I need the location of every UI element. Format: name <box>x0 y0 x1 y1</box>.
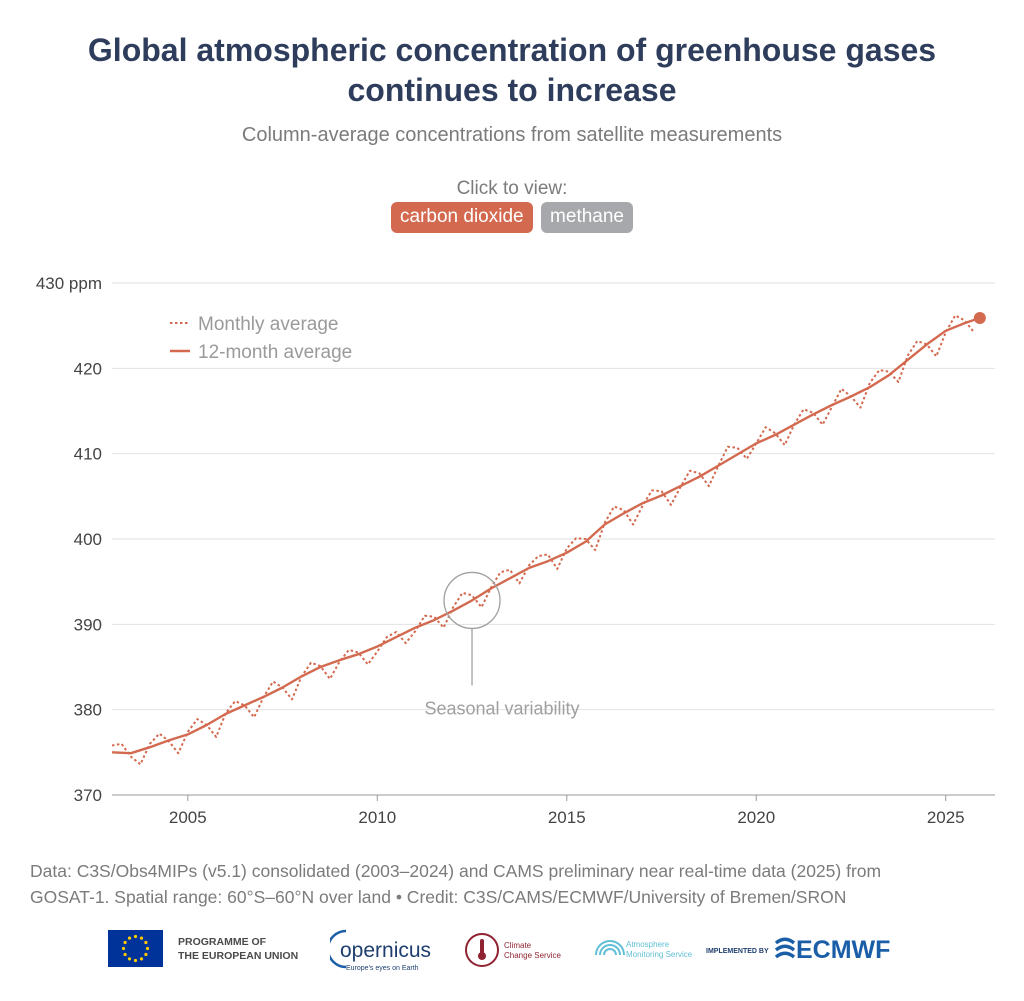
x-tick-label: 2020 <box>737 808 775 827</box>
y-tick-label: 400 <box>74 530 102 549</box>
partner-logos: PROGRAMME OF THE EUROPEAN UNION opernicu… <box>0 925 1024 975</box>
latest-value-dot <box>973 311 986 324</box>
x-tick-label: 2015 <box>548 808 586 827</box>
eu-programme-logo: PROGRAMME OF THE EUROPEAN UNION <box>108 930 298 967</box>
y-tick-label: 370 <box>74 786 102 805</box>
copernicus-arc-icon <box>330 929 347 969</box>
source-line-2: GOSAT-1. Spatial range: 60°S–60°N over l… <box>30 887 847 907</box>
ecmwf-wave-icon <box>774 937 796 959</box>
cams-logo: Atmosphere Monitoring Service <box>595 940 693 959</box>
copernicus-tagline: Europe's eyes on Earth <box>346 965 419 972</box>
y-tick-label: 380 <box>74 701 102 720</box>
x-tick-label: 2025 <box>927 808 965 827</box>
title-line-2: continues to increase <box>347 72 677 108</box>
chart-title: Global atmospheric concentration of gree… <box>0 30 1024 110</box>
climate-circle-icon <box>465 933 499 967</box>
click-to-view-label: Click to view: <box>456 178 568 199</box>
y-tick-label: 410 <box>74 445 102 464</box>
monthly-average-line <box>111 314 975 766</box>
eu-stars-icon <box>121 934 150 963</box>
atmosphere-arc-icon <box>595 940 625 956</box>
eu-text-line-1: PROGRAMME OF <box>178 936 267 948</box>
carbon-dioxide-toggle[interactable]: carbon dioxide <box>391 202 533 233</box>
twelve-month-average-line <box>111 316 981 755</box>
source-line-1: Data: C3S/Obs4MIPs (v5.1) consolidated (… <box>30 861 882 881</box>
legend-monthly-label: Monthly average <box>198 314 338 335</box>
c3s-logo: Climate Change Service <box>465 933 561 967</box>
gas-toggle-group: carbon dioxide methane <box>0 202 1024 233</box>
x-tick-label: 2010 <box>358 808 396 827</box>
y-tick-label: 430 ppm <box>36 274 102 293</box>
ecmwf-logo: IMPLEMENTED BY ECMWF <box>706 936 890 964</box>
c3s-text-line-1: Climate <box>504 941 532 950</box>
cams-text-line-1: Atmosphere <box>626 940 670 949</box>
title-line-1: Global atmospheric concentration of gree… <box>87 32 937 68</box>
implemented-by-label: IMPLEMENTED BY <box>706 948 769 955</box>
ecmwf-wordmark: ECMWF <box>796 936 890 964</box>
methane-toggle[interactable]: methane <box>541 202 633 233</box>
data-source-note: Data: C3S/Obs4MIPs (v5.1) consolidated (… <box>30 858 1000 910</box>
co2-line-chart: 370 380 390 400 410 420 430 ppm 2005 2010 2015 202… <box>36 274 995 827</box>
eu-text-line-2: THE EUROPEAN UNION <box>178 950 298 962</box>
c3s-text-line-2: Change Service <box>504 951 561 960</box>
seasonal-variability-label: Seasonal variability <box>424 698 579 718</box>
copernicus-wordmark: opernicus <box>340 939 431 962</box>
y-tick-label: 420 <box>74 359 102 378</box>
y-tick-label: 390 <box>74 615 102 634</box>
thermometer-icon <box>480 939 484 955</box>
x-tick-label: 2005 <box>169 808 207 827</box>
chart-subtitle: Column-average concentrations from satel… <box>241 124 783 146</box>
copernicus-logo: opernicus Europe's eyes on Earth <box>330 929 431 972</box>
legend-twelve-month-label: 12-month average <box>198 342 352 363</box>
cams-text-line-2: Monitoring Service <box>626 950 693 959</box>
